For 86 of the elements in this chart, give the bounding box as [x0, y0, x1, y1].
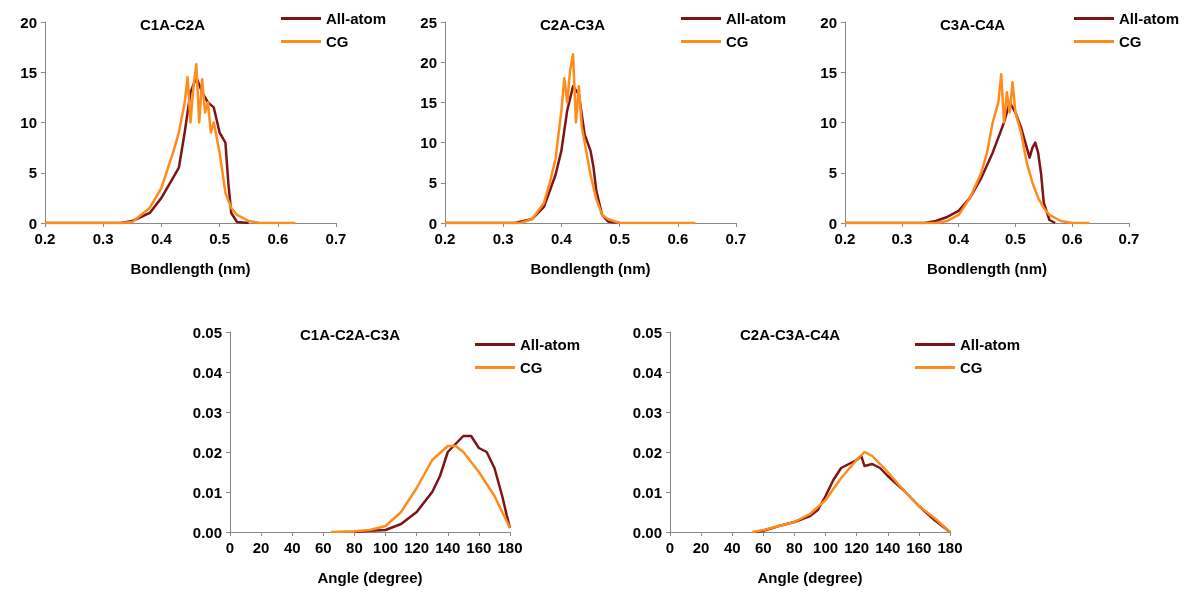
x-tick-label: 0.3	[92, 230, 114, 247]
x-tick-label: 80	[346, 539, 363, 556]
chart-title: C3A-C4A	[940, 16, 1006, 33]
x-axis-title: Bondlength (nm)	[927, 260, 1047, 277]
legend-label: All-atom	[520, 336, 580, 353]
x-tick-label: 0.7	[725, 230, 747, 247]
legend-label: CG	[1119, 33, 1142, 50]
y-tick-label: 20	[420, 53, 437, 71]
x-tick-label: 0.3	[891, 230, 913, 247]
y-tick-label: 10	[420, 134, 437, 152]
x-axis-title: Bondlength (nm)	[130, 260, 251, 277]
y-tick-label: 0.04	[192, 363, 223, 381]
y-tick-label: 0.05	[192, 323, 222, 341]
x-tick-label: 140	[435, 539, 461, 556]
y-tick-label: 0.02	[192, 443, 222, 461]
y-tick-label: 20	[20, 13, 37, 31]
x-tick-label: 0.4	[550, 230, 573, 247]
y-tick-label: 5	[28, 164, 37, 182]
x-tick-label: 0.6	[667, 230, 689, 247]
y-tick-label: 0.05	[632, 323, 662, 341]
y-tick-label: 0.03	[632, 403, 662, 421]
y-tick-label: 0.03	[192, 403, 222, 421]
x-tick-label: 160	[466, 539, 492, 556]
x-tick-label: 0.6	[267, 230, 289, 247]
y-tick-label: 0.04	[632, 363, 663, 381]
x-tick-label: 0	[225, 539, 235, 556]
x-tick-label: 120	[844, 539, 870, 556]
x-tick-label: 0.5	[1004, 230, 1026, 247]
x-tick-label: 100	[813, 539, 839, 556]
x-axis-title: Angle (degree)	[757, 569, 863, 586]
x-tick-label: 180	[937, 539, 963, 556]
x-tick-label: 0.4	[150, 230, 173, 247]
x-tick-label: 0.4	[948, 230, 970, 247]
x-tick-label: 40	[283, 539, 301, 556]
y-tick-label: 10	[20, 114, 37, 131]
y-tick-label: 15	[420, 93, 437, 111]
y-tick-label: 0.01	[632, 483, 662, 501]
chart-title: C1A-C2A-C3A	[300, 326, 401, 343]
x-tick-label: 0.2	[434, 230, 456, 247]
y-tick-label: 10	[820, 114, 837, 131]
y-tick-label: 0.00	[632, 523, 662, 541]
x-tick-label: 0.2	[834, 230, 856, 247]
y-tick-label: 15	[820, 63, 837, 81]
x-tick-label: 140	[875, 539, 901, 556]
x-tick-label: 20	[252, 539, 270, 556]
x-tick-label: 0.5	[609, 230, 631, 247]
y-tick-label: 0	[828, 214, 837, 232]
x-tick-label: 20	[692, 539, 710, 556]
x-tick-label: 0.2	[34, 230, 56, 247]
x-tick-label: 180	[497, 539, 523, 556]
chart-title: C1A-C2A	[140, 16, 206, 33]
x-tick-label: 0.3	[492, 230, 514, 247]
x-tick-label: 60	[754, 539, 772, 556]
y-tick-label: 0.01	[192, 483, 222, 501]
legend-label: All-atom	[1119, 10, 1179, 27]
legend-label: CG	[960, 359, 983, 376]
x-tick-label: 0	[665, 539, 675, 556]
x-tick-label: 0.7	[1118, 230, 1140, 247]
y-tick-label: 0.02	[632, 443, 662, 461]
x-tick-label: 100	[373, 539, 399, 556]
legend-label: CG	[520, 359, 543, 376]
y-tick-label: 0.00	[192, 523, 222, 541]
legend-label: All-atom	[726, 10, 786, 27]
y-tick-label: 25	[420, 13, 437, 31]
x-tick-label: 0.7	[325, 230, 347, 247]
x-tick-label: 40	[723, 539, 741, 556]
x-tick-label: 0.6	[1061, 230, 1083, 247]
chart-title: C2A-C3A	[540, 16, 606, 33]
chart-title: C2A-C3A-C4A	[740, 326, 841, 343]
y-tick-label: 0	[428, 214, 437, 232]
y-tick-label: 15	[20, 63, 37, 81]
x-axis-title: Bondlength (nm)	[530, 260, 651, 277]
x-tick-label: 60	[314, 539, 332, 556]
legend-label: CG	[326, 33, 349, 50]
x-tick-label: 0.5	[209, 230, 231, 247]
x-tick-label: 160	[906, 539, 932, 556]
y-tick-label: 20	[820, 13, 837, 31]
y-tick-label: 5	[428, 174, 437, 192]
legend-label: All-atom	[326, 10, 386, 27]
y-tick-label: 0	[28, 214, 37, 232]
x-tick-label: 120	[404, 539, 430, 556]
x-tick-label: 80	[786, 539, 803, 556]
legend-label: CG	[726, 33, 749, 50]
y-tick-label: 5	[828, 164, 837, 182]
legend-label: All-atom	[960, 336, 1020, 353]
x-axis-title: Angle (degree)	[317, 569, 423, 586]
